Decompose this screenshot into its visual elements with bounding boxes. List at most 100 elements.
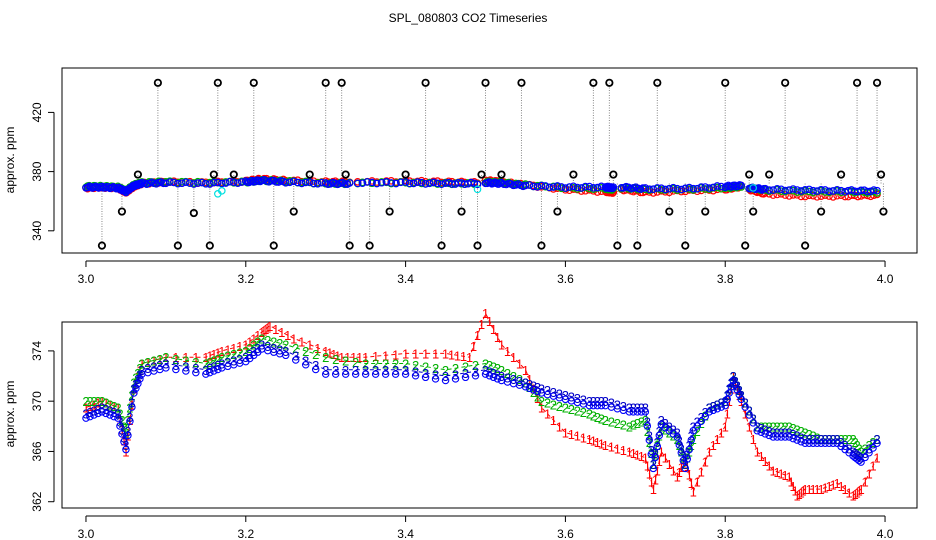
- top-point-blue: [229, 178, 238, 187]
- top-point-blue: [190, 180, 198, 188]
- series-1-label-mark: 1: [470, 339, 477, 354]
- series-1-label-mark: 1: [298, 334, 305, 349]
- series-3-label-mark: 3: [392, 363, 399, 378]
- series-3-label-mark: 3: [841, 438, 848, 453]
- series-3-label-mark: 3: [833, 432, 840, 447]
- series-1-label-mark: 1: [762, 454, 769, 469]
- series-1-label-mark: 1: [676, 465, 683, 480]
- top-point-blue: [797, 187, 805, 195]
- series-3-label-mark: 3: [676, 433, 683, 448]
- series-2-label-mark: 2: [849, 432, 856, 447]
- top-point-blue: [870, 186, 878, 194]
- series-3-circle-mark: [757, 428, 765, 437]
- series-3-circle-mark: [120, 437, 128, 446]
- top-point-blue: [545, 183, 554, 192]
- series-1-label-mark: 1: [817, 482, 824, 497]
- top-point-blue: [713, 182, 722, 190]
- series-3-label-mark: 3: [825, 432, 832, 447]
- series-1-label-mark: 1: [702, 455, 709, 470]
- top-point-blue: [734, 182, 742, 191]
- top-point-blue: [178, 179, 186, 188]
- top-point-blue: [685, 183, 694, 192]
- series-3-circle-mark: [761, 430, 769, 438]
- series-2-label-mark: 2: [392, 356, 399, 371]
- series-3-label-mark: 3: [556, 386, 563, 401]
- series-3-label-mark: 3: [845, 441, 852, 456]
- series-3-label-mark: 3: [817, 432, 824, 447]
- series-3-label-mark: 3: [666, 419, 673, 434]
- series-2-label-mark: 2: [865, 438, 872, 453]
- series-3-label-mark: 3: [202, 363, 209, 378]
- series-3-circle-mark: [625, 408, 634, 416]
- series-1-label-mark: 1: [658, 444, 665, 459]
- series-1-label-mark: 1: [602, 438, 609, 453]
- series-1-label-mark: 1: [821, 481, 828, 496]
- series-2-label-mark: 2: [162, 350, 169, 365]
- series-3-circle-mark: [729, 376, 737, 385]
- top-point-outliers: [801, 241, 810, 250]
- series-1-label-mark: 1: [648, 474, 655, 489]
- series-2-label-mark: 2: [718, 396, 725, 411]
- series-1-label-mark: 1: [102, 396, 109, 411]
- series-1-label-mark: 1: [656, 454, 663, 469]
- top-point-outliers: [681, 241, 690, 250]
- series-3-circle-mark: [785, 433, 793, 441]
- series-1-label-mark: 1: [114, 400, 121, 415]
- series-3-circle-mark: [797, 437, 805, 446]
- series-3-label-mark: 3: [682, 457, 689, 472]
- top-point-outliers: [421, 78, 430, 87]
- series-3-circle-mark: [855, 456, 863, 465]
- series-3-label-mark: 3: [798, 430, 805, 445]
- series-2-label-mark: 2: [762, 419, 769, 434]
- series-3-label-mark: 3: [580, 393, 587, 408]
- top-point-outliers: [852, 78, 862, 87]
- top-point-outliers: [473, 241, 482, 250]
- series-3-label-mark: 3: [590, 394, 597, 409]
- top-point-blue: [222, 179, 230, 187]
- series-3-label-mark: 3: [754, 419, 761, 434]
- series-3-label-mark: 3: [292, 349, 299, 364]
- top-point-blue: [281, 178, 290, 187]
- series-3-label-mark: 3: [246, 347, 253, 362]
- series-2-label-mark: 2: [594, 410, 601, 425]
- top-point-green: [805, 187, 813, 196]
- bottom-x-tick-label: 3.8: [717, 527, 734, 540]
- series-1-label-mark: 1: [550, 413, 557, 428]
- top-point-outliers: [173, 241, 182, 250]
- series-3-circle-mark: [809, 439, 817, 448]
- series-1-label-mark: 1: [829, 477, 836, 492]
- series-3-circle-mark: [162, 364, 170, 372]
- series-1-label-mark: 1: [504, 344, 511, 359]
- series-1-label-mark: 1: [722, 419, 729, 434]
- series-1-label-mark: 1: [486, 314, 493, 329]
- series-2-label-mark: 2: [534, 389, 541, 404]
- top-point-outliers: [665, 207, 674, 216]
- series-2-label-mark: 2: [172, 352, 179, 367]
- series-3-label-mark: 3: [644, 415, 651, 430]
- series-1-label-mark: 1: [796, 487, 803, 502]
- series-2-line: [86, 337, 878, 466]
- series-3-circle-mark: [451, 375, 460, 383]
- series-3-label-mark: 3: [124, 424, 131, 439]
- top-point-blue: [170, 178, 178, 187]
- series-2-label-mark: 2: [634, 416, 641, 431]
- series-3-circle-mark: [489, 373, 498, 382]
- series-2-label-mark: 2: [116, 407, 123, 422]
- series-2-label-mark: 2: [590, 408, 597, 423]
- series-3-label-mark: 3: [718, 396, 725, 411]
- top-point-blue: [649, 185, 658, 194]
- series-2-label-mark: 2: [230, 347, 237, 362]
- series-3-label-mark: 3: [608, 396, 615, 411]
- series-2-label-mark: 2: [312, 347, 319, 362]
- series-3-label-mark: 3: [802, 432, 809, 447]
- series-2-label-mark: 2: [841, 432, 848, 447]
- series-1-label-mark: 1: [236, 339, 243, 354]
- series-1-label-mark: 1: [230, 341, 237, 356]
- top-point-blue: [608, 184, 617, 193]
- top-point-blue: [363, 178, 372, 186]
- top-point-outliers: [569, 170, 578, 179]
- series-3-label-mark: 3: [362, 363, 369, 378]
- series-1-label-mark: 1: [314, 341, 321, 356]
- series-3-label-mark: 3: [282, 344, 289, 359]
- series-3-label-mark: 3: [638, 400, 645, 415]
